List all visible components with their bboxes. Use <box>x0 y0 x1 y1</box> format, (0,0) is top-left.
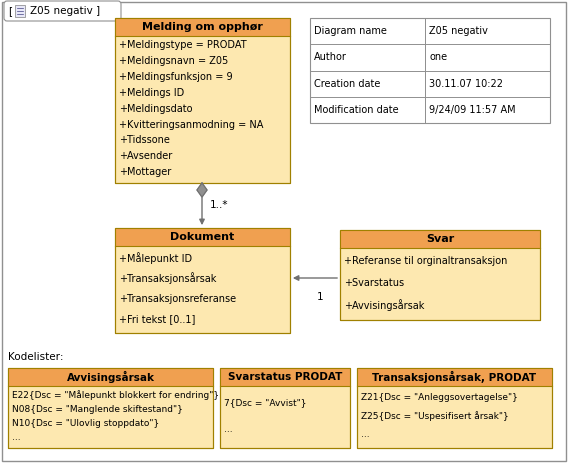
Text: Svar: Svar <box>426 234 454 244</box>
Bar <box>8 368 213 386</box>
Bar <box>15 5 25 17</box>
Text: Z25{Dsc = "Uspesifisert årsak"}: Z25{Dsc = "Uspesifisert årsak"} <box>361 411 509 421</box>
Bar <box>340 230 540 320</box>
Text: [: [ <box>8 6 12 16</box>
Text: +Transaksjonsårsak: +Transaksjonsårsak <box>119 272 216 284</box>
Bar <box>220 368 350 448</box>
Text: Z05 negativ ]: Z05 negativ ] <box>30 6 100 16</box>
Text: Transaksjonsårsak, PRODAT: Transaksjonsårsak, PRODAT <box>373 371 537 383</box>
Text: N08{Dsc = "Manglende skiftestand"}: N08{Dsc = "Manglende skiftestand"} <box>12 405 183 413</box>
Text: E22{Dsc = "Målepunkt blokkert for endring"}: E22{Dsc = "Målepunkt blokkert for endrin… <box>12 390 219 400</box>
Polygon shape <box>197 183 207 197</box>
Text: ...: ... <box>224 425 233 434</box>
Text: Avvisingsårsak: Avvisingsårsak <box>66 371 154 383</box>
Text: +Meldingsnavn = Z05: +Meldingsnavn = Z05 <box>119 56 228 66</box>
Text: +Meldingsfunksjon = 9: +Meldingsfunksjon = 9 <box>119 72 233 82</box>
Bar <box>357 368 552 386</box>
Text: 30.11.07 10:22: 30.11.07 10:22 <box>429 79 503 88</box>
Bar <box>115 18 290 36</box>
Text: Diagram name: Diagram name <box>314 26 387 36</box>
Bar <box>220 368 350 386</box>
Text: Z05 negativ: Z05 negativ <box>429 26 488 36</box>
Text: +Svarstatus: +Svarstatus <box>344 278 404 288</box>
Bar <box>115 18 290 183</box>
Text: ...: ... <box>361 430 370 439</box>
Text: +Tidssone: +Tidssone <box>119 135 170 145</box>
Text: +Meldings ID: +Meldings ID <box>119 88 184 98</box>
Bar <box>340 230 540 320</box>
Text: Creation date: Creation date <box>314 79 381 88</box>
Text: Melding om opphør: Melding om opphør <box>142 22 263 32</box>
Text: +Mottager: +Mottager <box>119 167 171 177</box>
Bar <box>115 228 290 333</box>
Text: +Fri tekst [0..1]: +Fri tekst [0..1] <box>119 314 195 324</box>
Text: 7{Dsc = "Avvist"}: 7{Dsc = "Avvist"} <box>224 398 307 407</box>
Bar <box>220 368 350 448</box>
Text: +Målepunkt ID: +Målepunkt ID <box>119 252 192 264</box>
Text: N10{Dsc = "Ulovlig stoppdato"}: N10{Dsc = "Ulovlig stoppdato"} <box>12 419 159 428</box>
Text: Svarstatus PRODAT: Svarstatus PRODAT <box>228 372 342 382</box>
FancyBboxPatch shape <box>4 1 121 21</box>
Bar <box>357 368 552 448</box>
Text: 1: 1 <box>317 292 323 302</box>
Bar <box>310 18 550 123</box>
Bar <box>8 368 213 448</box>
Text: +Avsender: +Avsender <box>119 151 172 161</box>
Text: 9/24/09 11:57 AM: 9/24/09 11:57 AM <box>429 105 516 115</box>
Bar <box>115 18 290 183</box>
Text: Author: Author <box>314 52 347 63</box>
Text: Dokument: Dokument <box>170 232 235 242</box>
Text: +Avvisingsårsak: +Avvisingsårsak <box>344 299 424 311</box>
Text: +Meldingsdato: +Meldingsdato <box>119 104 193 114</box>
Bar <box>115 228 290 246</box>
Text: +Transaksjonsreferanse: +Transaksjonsreferanse <box>119 294 236 304</box>
Text: Kodelister:: Kodelister: <box>8 352 64 362</box>
Text: 1..*: 1..* <box>210 200 228 210</box>
Text: +Kvitteringsanmodning = NA: +Kvitteringsanmodning = NA <box>119 119 264 130</box>
Text: Z21{Dsc = "Anleggsovertagelse"}: Z21{Dsc = "Anleggsovertagelse"} <box>361 393 518 402</box>
Bar <box>8 368 213 448</box>
Bar <box>340 230 540 248</box>
Text: +Meldingstype = PRODAT: +Meldingstype = PRODAT <box>119 40 247 50</box>
Bar <box>357 368 552 448</box>
Text: ...: ... <box>12 433 20 443</box>
Text: Modification date: Modification date <box>314 105 399 115</box>
Text: one: one <box>429 52 448 63</box>
Text: +Referanse til orginaltransaksjon: +Referanse til orginaltransaksjon <box>344 256 507 266</box>
Bar <box>115 228 290 333</box>
